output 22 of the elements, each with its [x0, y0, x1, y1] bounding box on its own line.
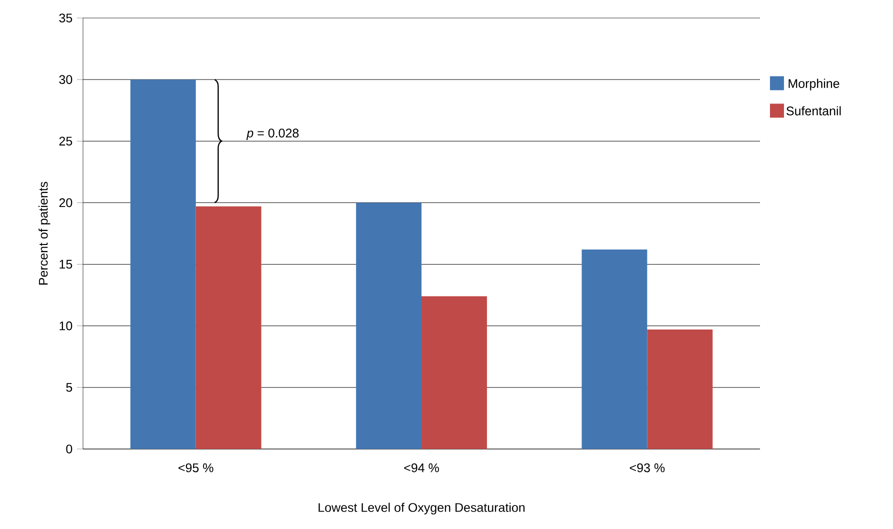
x-tick-label: <95 % — [178, 463, 214, 472]
bar — [196, 206, 262, 449]
y-axis-title: Percent of patients — [38, 182, 50, 285]
y-tick-label: 25 — [59, 136, 72, 146]
bar — [422, 296, 487, 449]
bar — [356, 202, 422, 449]
y-tick-label: 30 — [59, 75, 72, 84]
y-tick-label: 0 — [66, 444, 72, 454]
y-tick-label: 15 — [60, 260, 72, 269]
legend-label: Morphine — [788, 78, 840, 90]
x-axis-title: Lowest Level of Oxygen Desaturation — [318, 502, 525, 514]
bar — [582, 250, 648, 449]
annotation: p = 0.028 — [246, 128, 299, 140]
bar — [130, 80, 196, 449]
y-tick-label: 35 — [59, 14, 72, 22]
bar — [647, 330, 713, 449]
legend-label: Sufentanil — [786, 106, 841, 116]
y-tick-label: 10 — [60, 321, 72, 330]
x-tick-label: <94 % — [404, 463, 439, 472]
x-tick-label: <93 % — [630, 463, 665, 472]
y-tick-label: 20 — [59, 198, 72, 208]
y-tick-label: 5 — [66, 383, 72, 392]
